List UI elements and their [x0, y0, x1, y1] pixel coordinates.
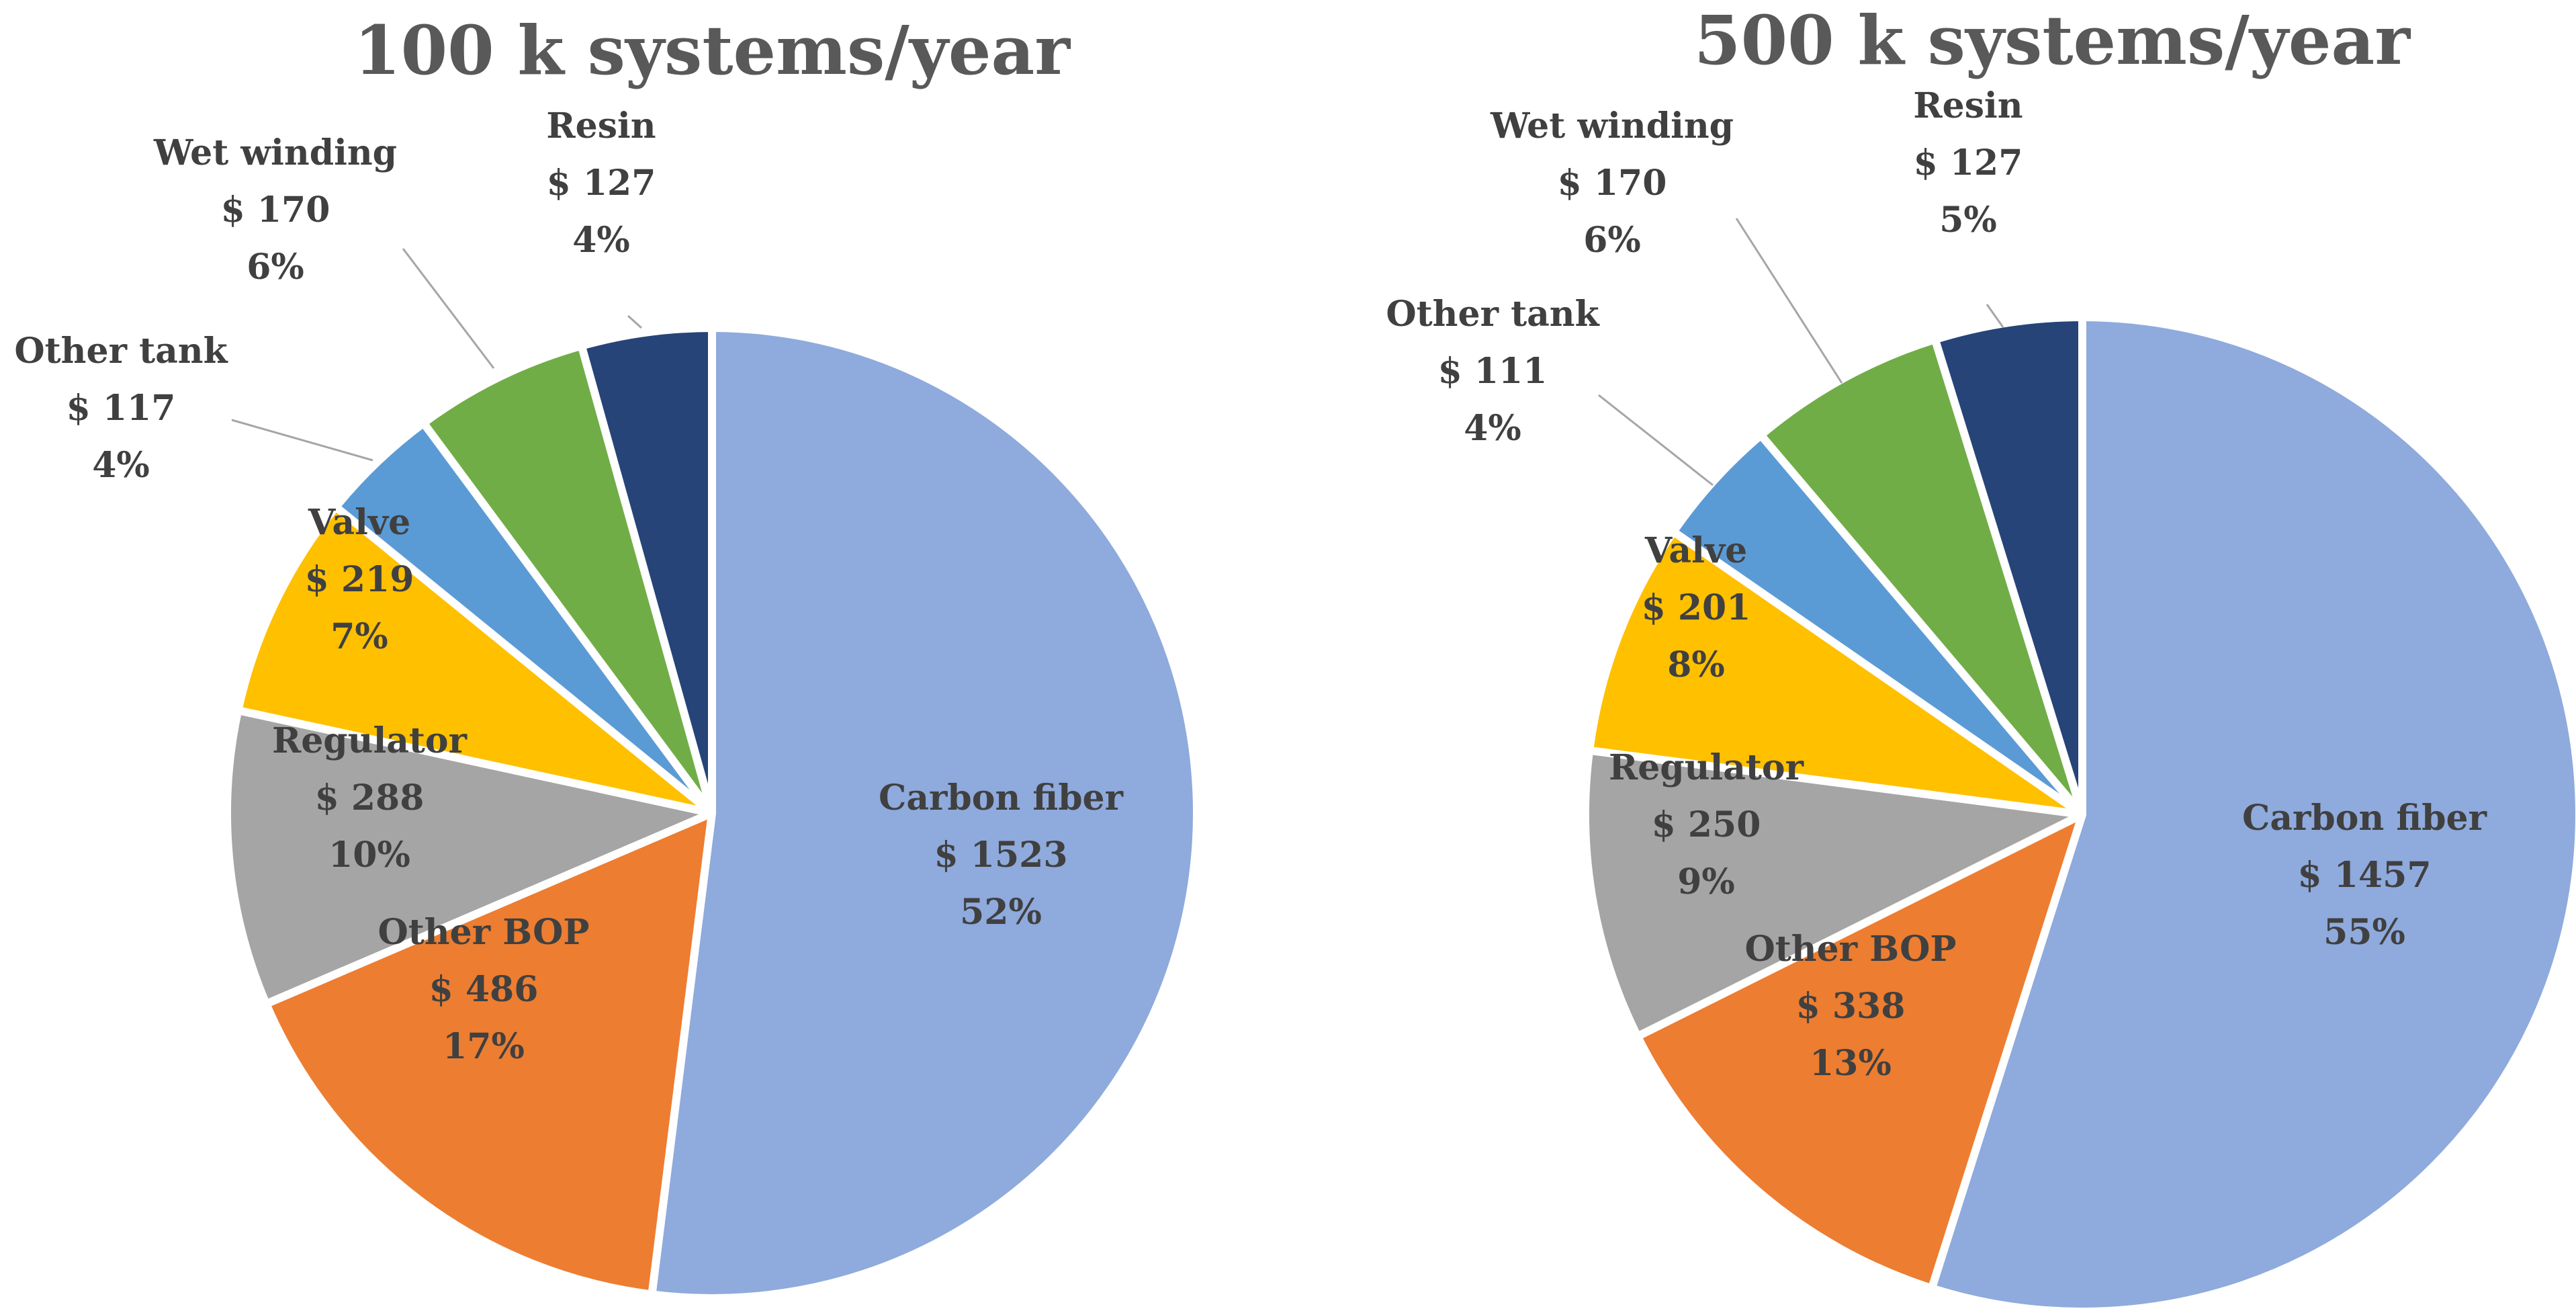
- pie-slices-500k: [1581, 313, 2576, 1313]
- slice-name-label: Other tank: [14, 331, 228, 372]
- slice-name-label: Resin: [546, 105, 656, 146]
- slice-name-label: Other tank: [1386, 294, 1599, 335]
- pie-slice-other-bop: [262, 809, 716, 1299]
- slice-label-valve: Valve $ 201 8%: [1642, 530, 1751, 685]
- leader-line-other-tank: [1598, 394, 1714, 486]
- slice-value-label: $ 201: [1642, 587, 1751, 628]
- pie-slice-carbon-fiber: [1927, 313, 2576, 1313]
- leader-line-wet-winding: [402, 248, 495, 369]
- slice-label-other-bop: Other BOP $ 486 17%: [377, 912, 589, 1067]
- slice-label-wet-winding: Wet winding $ 170 6%: [153, 132, 397, 288]
- chart-title-500k: 500 k systems/year: [1694, 1, 2411, 80]
- slice-percent-label: 52%: [960, 892, 1042, 933]
- slice-percent-label: 7%: [330, 616, 388, 657]
- slice-percent-label: 55%: [2323, 912, 2405, 953]
- slice-percent-label: 6%: [1583, 220, 1641, 261]
- slice-name-label: Wet winding: [153, 132, 397, 173]
- slice-value-label: $ 219: [305, 559, 414, 600]
- slice-label-other-tank: Other tank $ 111 4%: [1386, 294, 1599, 449]
- slice-value-label: $ 486: [429, 969, 539, 1010]
- slice-label-other-bop: Other BOP $ 338 13%: [1744, 929, 1956, 1084]
- slice-percent-label: 5%: [1939, 200, 1997, 241]
- pie-slice-other-bop: [1633, 810, 2086, 1293]
- slice-percent-label: 8%: [1667, 644, 1725, 685]
- slice-name-label: Other BOP: [1744, 929, 1956, 970]
- slice-label-wet-winding: Wet winding $ 170 6%: [1490, 105, 1734, 261]
- slice-name-label: Regulator: [1609, 747, 1804, 788]
- slice-percent-label: 17%: [443, 1026, 525, 1067]
- chart-title-100k: 100 k systems/year: [354, 11, 1071, 90]
- slice-name-label: Resin: [1913, 85, 2023, 126]
- pie-slice-valve: [1585, 527, 2086, 818]
- slice-name-label: Carbon fiber: [879, 777, 1124, 818]
- leader-line-resin: [627, 314, 643, 329]
- slice-value-label: $ 127: [547, 163, 656, 204]
- leader-line-wet-winding: [1735, 218, 1843, 384]
- slice-labels-500k: Carbon fiber $ 1457 55% Other BOP $ 338 13% Re…: [1386, 85, 2487, 1084]
- leader-line-other-tank: [231, 419, 373, 462]
- slice-value-label: $ 250: [1652, 804, 1761, 845]
- slice-name-label: Other BOP: [377, 912, 589, 953]
- slice-label-carbon-fiber: Carbon fiber $ 1457 55%: [2242, 798, 2487, 953]
- pie-slice-valve: [234, 503, 716, 817]
- slice-percent-label: 10%: [328, 835, 410, 876]
- slice-value-label: $ 117: [66, 388, 176, 429]
- slice-name-label: Valve: [308, 502, 410, 543]
- slice-label-resin: Resin $ 127 5%: [1913, 85, 2023, 241]
- slice-percent-label: 4%: [572, 220, 630, 261]
- pie-slices-100k: [223, 324, 1202, 1302]
- slice-percent-label: 13%: [1810, 1043, 1892, 1084]
- slice-label-carbon-fiber: Carbon fiber $ 1523 52%: [879, 777, 1124, 933]
- leader-lines-100k: [231, 248, 643, 462]
- slice-label-regulator: Regulator $ 288 10%: [272, 720, 468, 876]
- slice-label-valve: Valve $ 219 7%: [305, 502, 414, 657]
- pie-slice-regulator: [1581, 746, 2086, 1041]
- slice-percent-label: 4%: [92, 445, 150, 486]
- leader-lines-500k: [1598, 218, 2004, 486]
- slice-labels-100k: Carbon fiber $ 1523 52% Other BOP $ 486 17% Re…: [14, 105, 1123, 1067]
- slice-name-label: Carbon fiber: [2242, 798, 2487, 839]
- pie-slice-carbon-fiber: [648, 324, 1202, 1302]
- slice-percent-label: 9%: [1677, 861, 1735, 902]
- slice-value-label: $ 338: [1796, 986, 1906, 1027]
- pie-slice-resin: [1930, 313, 2086, 818]
- pie-chart-500k: 500 k systems/year Carbon fiber $ 1457 55%…: [1386, 1, 2576, 1313]
- slice-value-label: $ 1523: [934, 835, 1067, 876]
- slice-name-label: Wet winding: [1490, 105, 1734, 146]
- slice-label-regulator: Regulator $ 250 9%: [1609, 747, 1804, 902]
- leader-line-resin: [1986, 304, 2004, 328]
- slice-value-label: $ 111: [1438, 351, 1548, 392]
- slice-value-label: $ 170: [1558, 163, 1667, 204]
- slice-value-label: $ 288: [315, 777, 425, 818]
- pie-slice-regulator: [223, 706, 716, 1008]
- slice-percent-label: 6%: [247, 247, 304, 288]
- pie-slice-wet-winding: [419, 341, 716, 817]
- slice-value-label: $ 170: [221, 189, 330, 230]
- pie-chart-100k: 100 k systems/year Carbon fiber $ 1523 52%…: [14, 11, 1202, 1302]
- slice-name-label: Valve: [1644, 530, 1747, 571]
- slice-percent-label: 4%: [1464, 408, 1521, 449]
- pie-slice-wet-winding: [1757, 335, 2086, 818]
- slice-value-label: $ 127: [1914, 142, 2023, 183]
- slice-value-label: $ 1457: [2297, 855, 2431, 896]
- slice-name-label: Regulator: [272, 720, 468, 761]
- slice-label-resin: Resin $ 127 4%: [546, 105, 656, 261]
- slice-label-other-tank: Other tank $ 117 4%: [14, 331, 228, 486]
- pie-slice-resin: [577, 324, 716, 817]
